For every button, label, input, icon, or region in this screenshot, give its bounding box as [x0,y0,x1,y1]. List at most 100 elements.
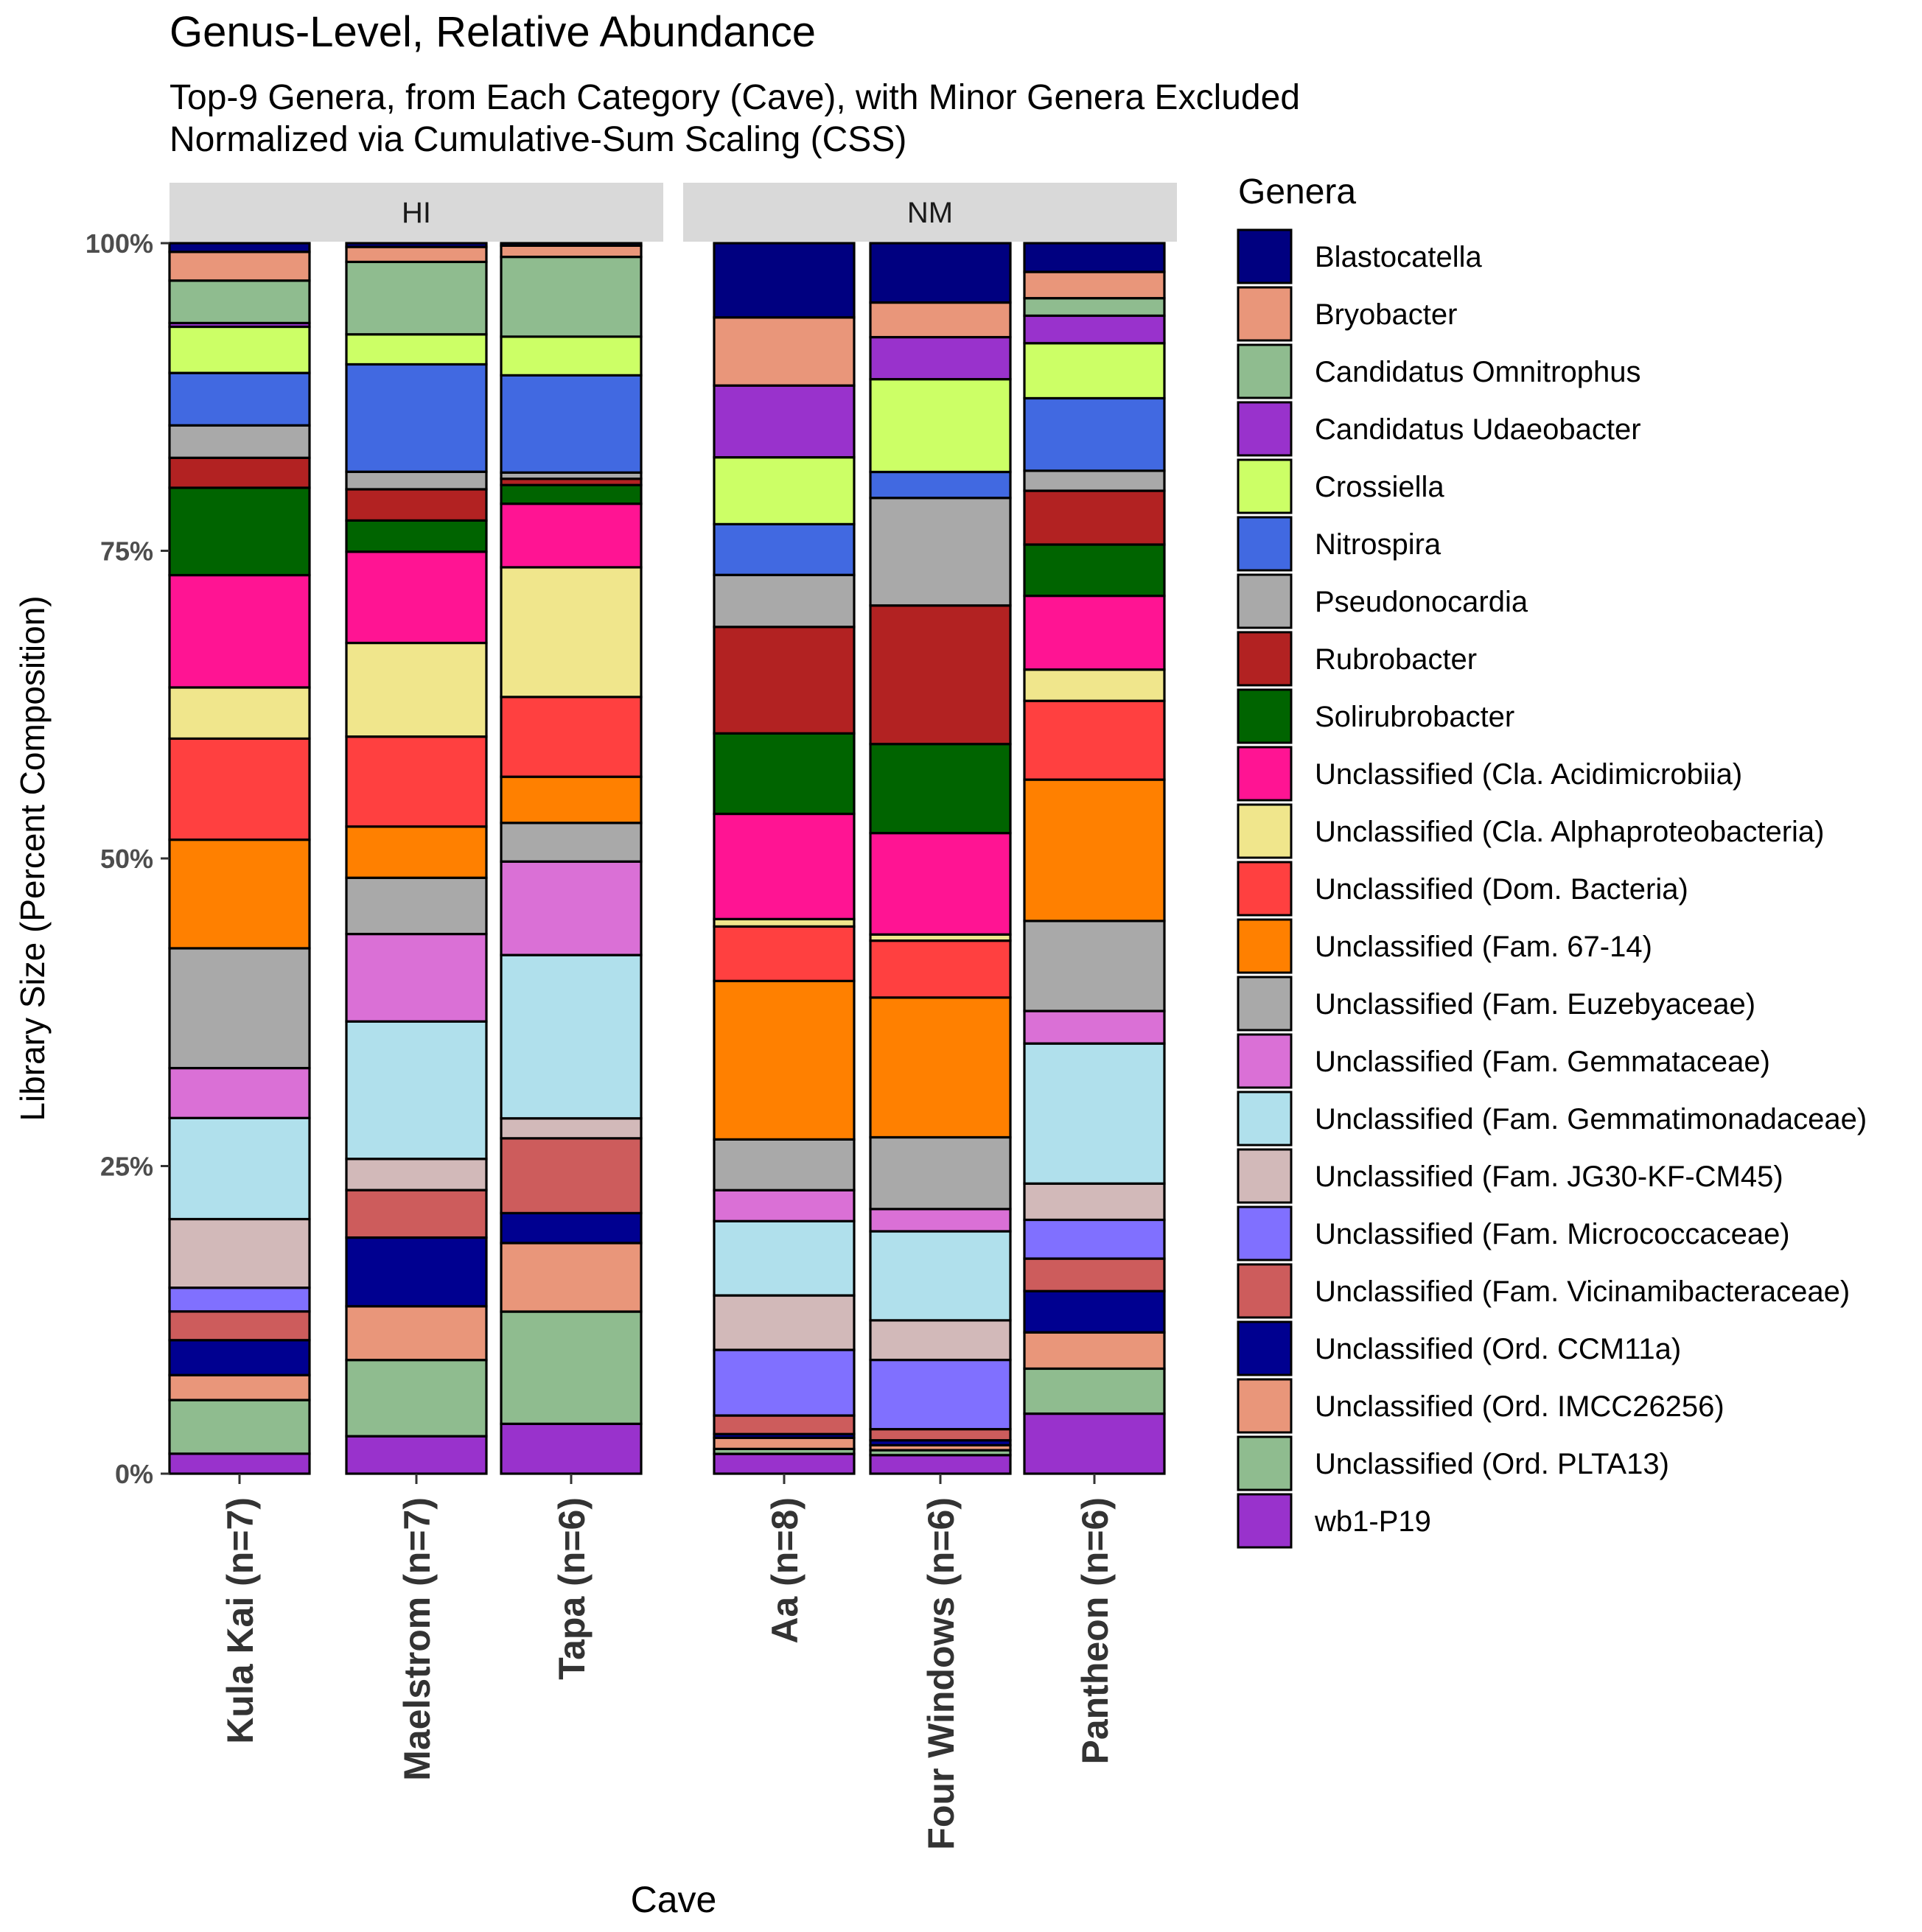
facet-strip-hi [170,183,663,242]
legend-label: Candidatus Omnitrophus [1315,356,1640,388]
segment-aa-n-8-unclassified-dom-bacteria [713,925,856,982]
segment-aa-n-8-bryobacter [713,316,856,387]
facet-panels: HI NM [170,183,1177,242]
legend-label: wb1-P19 [1314,1505,1431,1538]
segment-aa-n-8-unclassified-fam-67-14 [713,979,856,1141]
segment-four-windows-n-6-unclassified-fam-jg30-kf-cm45 [869,1319,1012,1362]
segment-aa-n-8-unclassified-fam-gemmataceae [713,1189,856,1222]
segment-aa-n-8-rubrobacter [713,626,856,735]
legend-swatch [1237,1493,1293,1549]
legend-label: Unclassified (Dom. Bacteria) [1315,873,1688,906]
legend-item-unclassified-fam-67-14: Unclassified (Fam. 67-14) [1237,918,1652,974]
segment-four-windows-n-6-blastocatella [869,242,1012,304]
legend-item-candidatus-udaeobacter: Candidatus Udaeobacter [1237,401,1641,457]
segment-kula-kai-n-7-blastocatella [168,242,311,253]
segment-kula-kai-n-7-unclassified-dom-bacteria [168,737,311,841]
segment-pantheon-n-6-unclassified-fam-vicinamibacteraceae [1023,1257,1166,1292]
segment-tapa-n-6-unclassified-fam-vicinamibacteraceae [500,1137,643,1214]
segment-aa-n-8-nitrospira [713,522,856,576]
segment-four-windows-n-6-wb1-p19 [869,1454,1012,1475]
legend-label: Rubrobacter [1315,643,1477,676]
legend-item-unclassified-cla-alphaproteobacteria: Unclassified (Cla. Alphaproteobacteria) [1237,803,1824,859]
legend-label: Unclassified (Cla. Acidimicrobiia) [1315,758,1742,791]
legend-label: Unclassified (Fam. Vicinamibacteraceae) [1315,1275,1850,1308]
segment-four-windows-n-6-unclassified-fam-gemmataceae [869,1208,1012,1233]
segment-tapa-n-6-wb1-p19 [500,1422,643,1475]
segment-maelstrom-n-7-unclassified-ord-imcc26256 [345,1305,488,1362]
x-tick-label-tapa-n-6: Tapa (n=6) [551,1497,593,1680]
segment-tapa-n-6-unclassified-cla-alphaproteobacteria [500,566,643,699]
segment-tapa-n-6-solirubrobacter [500,483,643,505]
segment-four-windows-n-6-rubrobacter [869,604,1012,746]
legend-label: Pseudonocardia [1315,586,1528,618]
legend-label: Unclassified (Ord. CCM11a) [1315,1333,1681,1365]
segment-four-windows-n-6-unclassified-fam-vicinamibacteraceae [869,1427,1012,1442]
legend-swatch [1237,1148,1293,1204]
legend-item-nitrospira: Nitrospira [1237,516,1442,572]
legend-label: Blastocatella [1315,241,1483,273]
legend-item-unclassified-fam-gemmataceae: Unclassified (Fam. Gemmataceae) [1237,1033,1770,1089]
legend-item-pseudonocardia: Pseudonocardia [1237,573,1528,629]
segment-aa-n-8-unclassified-fam-gemmatimonadaceae [713,1219,856,1297]
segment-pantheon-n-6-pseudonocardia [1023,469,1166,492]
segment-maelstrom-n-7-rubrobacter [345,488,488,522]
legend-item-unclassified-fam-gemmatimonadaceae: Unclassified (Fam. Gemmatimonadaceae) [1237,1091,1867,1147]
legend-item-unclassified-cla-acidimicrobiia: Unclassified (Cla. Acidimicrobiia) [1237,746,1742,802]
segment-pantheon-n-6-crossiella [1023,342,1166,400]
segment-maelstrom-n-7-unclassified-cla-acidimicrobiia [345,550,488,645]
segment-pantheon-n-6-solirubrobacter [1023,543,1166,598]
legend-item-bryobacter: Bryobacter [1237,286,1457,342]
segment-kula-kai-n-7-unclassified-fam-micrococcaceae [168,1287,311,1313]
legend-swatch [1237,458,1293,514]
segment-aa-n-8-unclassified-fam-vicinamibacteraceae [713,1414,856,1435]
segment-pantheon-n-6-unclassified-fam-gemmataceae [1023,1009,1166,1045]
segment-maelstrom-n-7-wb1-p19 [345,1435,488,1475]
legend-swatch [1237,1320,1293,1376]
legend-swatch [1237,516,1293,572]
segment-kula-kai-n-7-unclassified-fam-euzebyaceae [168,947,311,1070]
legend-label: Bryobacter [1315,298,1457,331]
segment-kula-kai-n-7-unclassified-fam-gemmatimonadaceae [168,1116,311,1221]
segment-maelstrom-n-7-candidatus-omnitrophus [345,260,488,336]
y-tick-label: 50% [100,844,153,874]
segment-aa-n-8-pseudonocardia [713,573,856,629]
segment-kula-kai-n-7-wb1-p19 [168,1452,311,1475]
segment-four-windows-n-6-unclassified-dom-bacteria [869,939,1012,999]
segment-tapa-n-6-candidatus-omnitrophus [500,256,643,338]
segment-maelstrom-n-7-blastocatella [345,242,488,248]
legend-swatch [1237,688,1293,744]
segment-tapa-n-6-crossiella [500,335,643,377]
facet-label-nm: NM [907,197,953,229]
segment-kula-kai-n-7-crossiella [168,325,311,374]
legend-item-blastocatella: Blastocatella [1237,228,1483,284]
x-tick-label-pantheon-n-6: Pantheon (n=6) [1074,1497,1116,1765]
segment-tapa-n-6-unclassified-dom-bacteria [500,696,643,778]
segment-aa-n-8-crossiella [713,456,856,525]
segment-pantheon-n-6-unclassified-fam-euzebyaceae [1023,920,1166,1012]
segment-pantheon-n-6-unclassified-ord-imcc26256 [1023,1331,1166,1371]
segment-four-windows-n-6-solirubrobacter [869,743,1012,835]
legend-swatch [1237,286,1293,342]
bar-aa-n-8 [713,242,856,1475]
facet-strip-nm [683,183,1177,242]
legend-label: Unclassified (Fam. 67-14) [1315,931,1652,963]
segment-maelstrom-n-7-unclassified-dom-bacteria [345,735,488,828]
segment-pantheon-n-6-unclassified-fam-micrococcaceae [1023,1218,1166,1260]
legend-swatch [1237,1378,1293,1434]
segment-maelstrom-n-7-unclassified-fam-gemmataceae [345,932,488,1023]
segment-tapa-n-6-bryobacter [500,244,643,259]
segment-pantheon-n-6-blastocatella [1023,242,1166,273]
legend-item-unclassified-ord-plta13: Unclassified (Ord. PLTA13) [1237,1435,1669,1491]
segment-kula-kai-n-7-unclassified-cla-alphaproteobacteria [168,686,311,741]
segment-kula-kai-n-7-pseudonocardia [168,424,311,459]
bar-kula-kai-n-7 [168,242,311,1475]
segment-maelstrom-n-7-unclassified-fam-euzebyaceae [345,876,488,936]
segment-kula-kai-n-7-unclassified-ord-imcc26256 [168,1373,311,1401]
segment-pantheon-n-6-unclassified-cla-acidimicrobiia [1023,594,1166,671]
segment-maelstrom-n-7-unclassified-ord-plta13 [345,1359,488,1438]
x-axis: Kula Kai (n=7) Maelstrom (n=7) Tapa (n=6) A… [220,1474,1116,1850]
y-tick-label: 0% [115,1459,153,1489]
legend-swatch [1237,343,1293,399]
legend-swatch [1237,228,1293,284]
x-tick-label-maelstrom-n-7: Maelstrom (n=7) [396,1497,438,1781]
